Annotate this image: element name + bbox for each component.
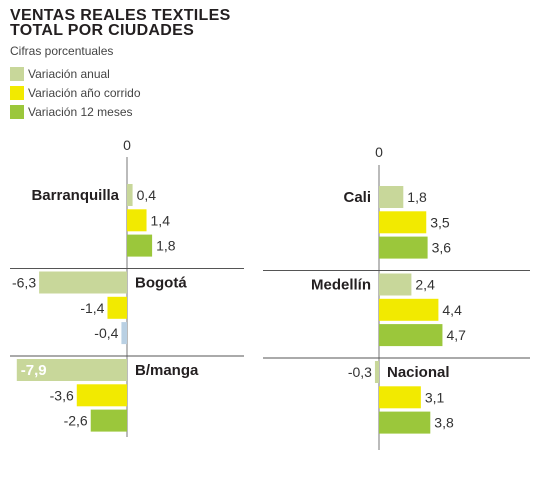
value-label: 1,8	[156, 238, 176, 254]
value-label: 3,1	[425, 389, 445, 405]
legend: Variación anual Variación año corrido Va…	[10, 64, 141, 121]
value-label: -2,6	[64, 413, 88, 429]
bar-bogota-3	[121, 322, 127, 345]
city-label-barranquilla: Barranquilla	[31, 187, 119, 204]
bar-medellin-1	[379, 273, 412, 296]
value-label: -0,3	[348, 364, 372, 380]
value-label: -0,4	[94, 325, 118, 341]
bar-cali-1	[379, 186, 404, 208]
bar-bogota-1	[39, 271, 127, 294]
bar-barranquilla-3	[127, 234, 153, 257]
value-label: 1,4	[151, 212, 171, 228]
legend-swatch-ano-corrido	[10, 85, 24, 100]
value-label: 0,4	[137, 187, 157, 203]
city-label-cali: Cali	[343, 189, 371, 206]
legend-item-anual: Variación anual	[10, 64, 141, 83]
value-label: 2,4	[415, 277, 435, 293]
value-label: -7,9	[21, 362, 47, 379]
bar-medellin-2	[379, 298, 439, 321]
bar-nacional-3	[379, 411, 431, 434]
bar-barranquilla-1	[127, 184, 133, 206]
value-label: 4,4	[442, 302, 462, 318]
chart-subtitle: Cifras porcentuales	[10, 44, 114, 58]
bar-medellin-3	[379, 324, 443, 347]
bar-nacional-2	[379, 386, 421, 409]
legend-swatch-12-meses	[10, 104, 24, 119]
zero-tick-label: 0	[375, 144, 383, 160]
city-label-medellin: Medellín	[311, 277, 371, 294]
city-label-bogota: Bogotá	[135, 275, 187, 292]
legend-item-ano-corrido: Variación año corrido	[10, 83, 141, 102]
chart-title: VENTAS REALES TEXTILES TOTAL POR CIUDADE…	[10, 7, 231, 39]
bar-b-manga-2	[76, 384, 127, 407]
value-label: -6,3	[12, 275, 36, 291]
value-label: 4,7	[446, 327, 466, 343]
legend-label-ano-corrido: Variación año corrido	[28, 85, 141, 100]
value-label: 1,8	[407, 189, 427, 205]
value-label: 3,8	[434, 415, 454, 431]
legend-item-12-meses: Variación 12 meses	[10, 102, 141, 121]
bar-cali-2	[379, 211, 427, 234]
bar-barranquilla-2	[127, 209, 147, 232]
bar-b-manga-3	[90, 409, 127, 432]
legend-label-12-meses: Variación 12 meses	[28, 104, 133, 119]
zero-tick-label: 0	[123, 137, 131, 153]
value-label: -1,4	[80, 300, 104, 316]
value-label: 3,6	[432, 240, 452, 256]
value-label: -3,6	[50, 387, 74, 403]
bar-nacional-1	[374, 361, 379, 383]
bar-cali-3	[379, 236, 428, 259]
title-line-2: TOTAL POR CIUDADES	[10, 22, 195, 39]
city-label-b-manga: B/manga	[135, 362, 199, 379]
bar-bogota-2	[107, 296, 127, 319]
legend-label-anual: Variación anual	[28, 66, 110, 81]
legend-swatch-anual	[10, 66, 24, 81]
city-label-nacional: Nacional	[387, 364, 450, 381]
value-label: 3,5	[430, 214, 450, 230]
bar-b-manga-1	[16, 359, 128, 381]
title-line-1: VENTAS REALES TEXTILES	[10, 7, 231, 24]
